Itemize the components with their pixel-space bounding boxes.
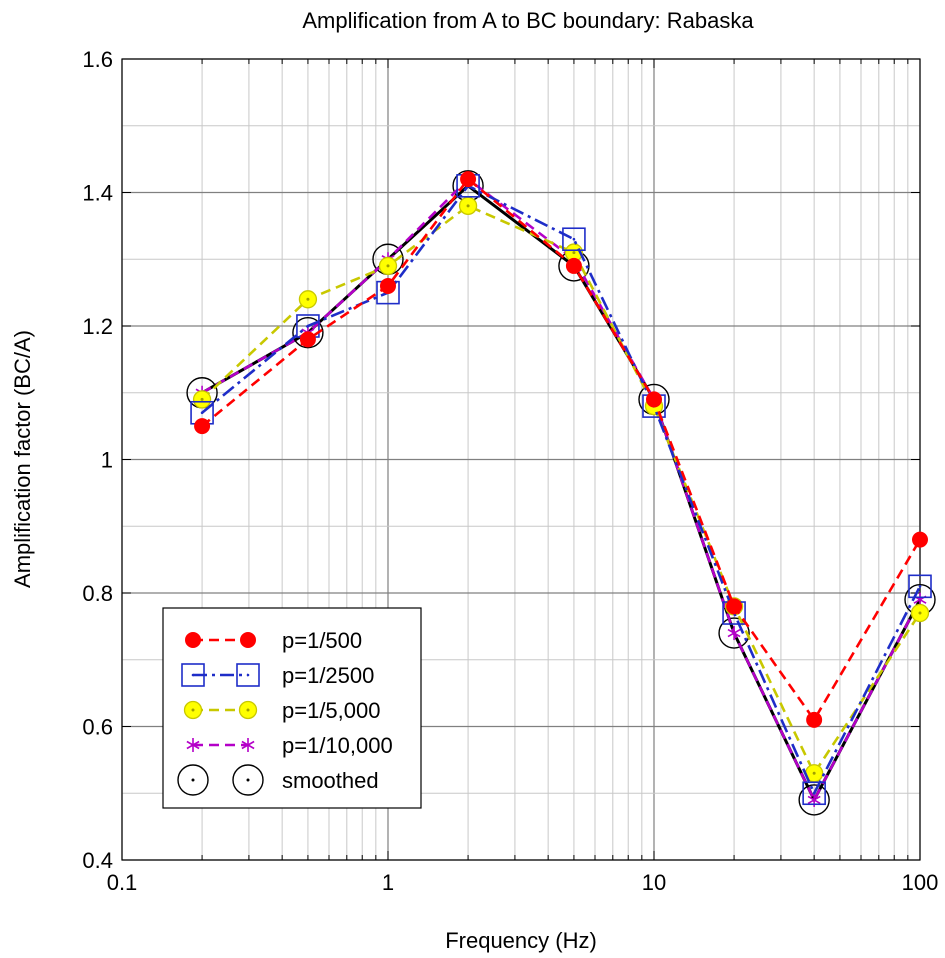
- data-point: [912, 531, 928, 548]
- y-tick-label: 1: [101, 448, 113, 473]
- y-tick-label: 1.4: [82, 181, 113, 206]
- legend-label: p=1/10,000: [282, 733, 393, 758]
- data-point: [183, 700, 203, 720]
- data-point: [181, 663, 205, 687]
- series-group: [186, 170, 936, 816]
- legend-item: p=1/500: [185, 628, 362, 653]
- legend-item: p=1/2500: [181, 663, 374, 688]
- series-line: [201, 184, 922, 797]
- data-point: [185, 632, 201, 648]
- legend: p=1/500 p=1/2500 p=1/5,000 p=1/10,000 smooth…: [162, 607, 422, 809]
- legend-label: p=1/2500: [282, 663, 374, 688]
- data-point: [192, 390, 212, 409]
- data-point: [232, 764, 264, 796]
- data-point: [458, 196, 478, 216]
- data-point: [727, 626, 741, 641]
- data-point: [186, 738, 200, 752]
- data-point: [562, 227, 586, 252]
- data-point: [380, 277, 396, 294]
- x-tick-label: 100: [902, 870, 939, 895]
- data-point: [460, 171, 477, 188]
- legend-label: p=1/5,000: [282, 698, 380, 723]
- data-point: [240, 632, 256, 648]
- data-point: [194, 418, 211, 435]
- data-point: [806, 711, 823, 728]
- data-point: [910, 603, 930, 623]
- y-tick-label: 1.2: [82, 314, 113, 339]
- y-tick-label: 0.6: [82, 715, 113, 740]
- data-point: [299, 331, 316, 348]
- y-tick-label: 1.6: [82, 47, 113, 72]
- data-point: [726, 598, 743, 615]
- y-tick-label: 0.8: [82, 581, 113, 606]
- y-axis-label: Amplification factor (BC/A): [10, 330, 35, 588]
- data-point: [646, 391, 662, 408]
- y-tick-label: 0.4: [82, 848, 113, 873]
- series-line: [201, 177, 922, 803]
- legend-item: p=1/5,000: [183, 698, 380, 723]
- x-tick-label: 0.1: [107, 870, 138, 895]
- data-point: [908, 574, 932, 599]
- x-axis-label: Frequency (Hz): [445, 928, 597, 953]
- data-point: [565, 257, 582, 274]
- legend-box: [162, 607, 422, 809]
- tick-marks: [121, 58, 920, 861]
- x-tick-label: 1: [382, 870, 394, 895]
- data-point: [177, 764, 209, 796]
- legend-label: p=1/500: [282, 628, 362, 653]
- data-point: [298, 290, 318, 309]
- legend-item: p=1/10,000: [186, 733, 393, 758]
- data-point: [802, 781, 826, 806]
- tick-labels: 0.1 1 10 100 0.4 0.6 0.8 1 1.2 1.4 1.6: [82, 47, 938, 895]
- data-point: [378, 256, 398, 276]
- chart-title: Amplification from A to BC boundary: Rab…: [302, 8, 754, 33]
- series-1: [194, 171, 928, 728]
- data-point: [236, 663, 260, 687]
- legend-item: smoothed: [177, 764, 379, 796]
- legend-label: smoothed: [282, 768, 379, 793]
- data-point: [241, 738, 255, 752]
- x-tick-label: 10: [642, 870, 666, 895]
- data-point: [238, 700, 258, 720]
